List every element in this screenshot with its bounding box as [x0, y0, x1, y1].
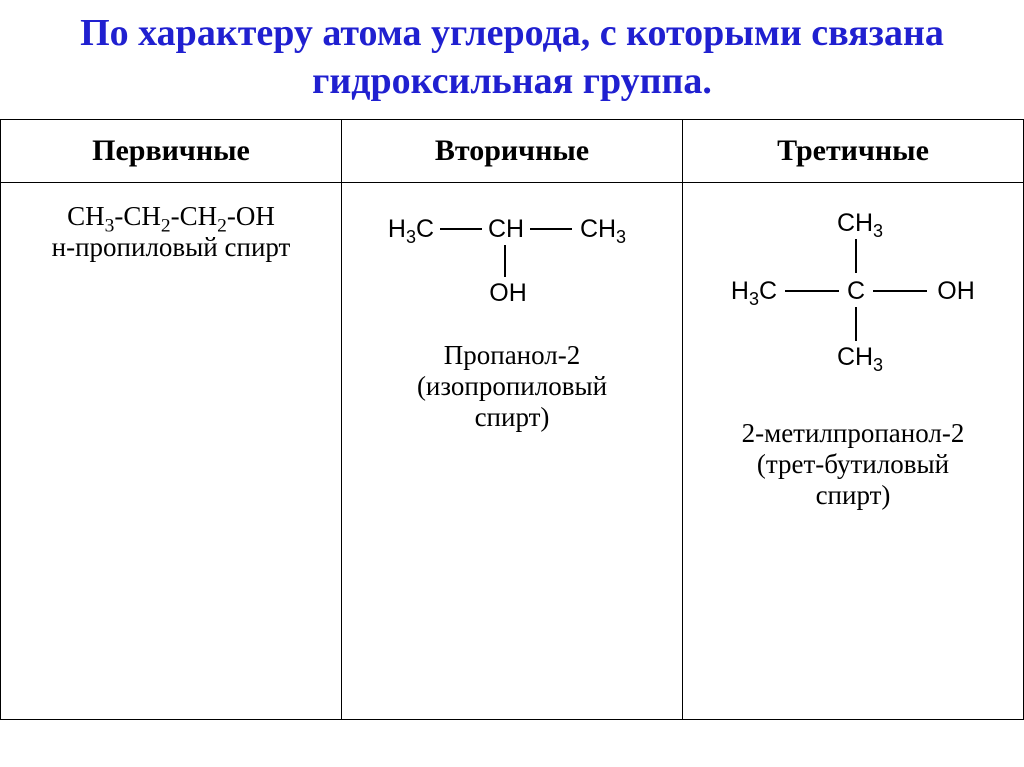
- secondary-caption: Пропанол-2 (изопропиловый спирт): [348, 340, 676, 433]
- bond-left: [440, 228, 482, 230]
- page-title: По характеру атома углерода, с которыми …: [0, 0, 1024, 119]
- atom-left: H3C: [725, 277, 783, 306]
- classification-table: Первичные Вторичные Третичные CH3-CH2-CH…: [0, 119, 1024, 720]
- cell-tertiary: CH3 H3C C OH CH3 2-метилпропанол-2 (трет…: [683, 183, 1024, 720]
- col-header-primary: Первичные: [1, 120, 342, 183]
- bond-down: [504, 245, 506, 277]
- atom-bottom: CH3: [831, 343, 889, 372]
- table-body-row: CH3-CH2-CH2-OH н-пропиловый спирт H3C CH…: [1, 183, 1024, 720]
- col-header-tertiary: Третичные: [683, 120, 1024, 183]
- tertiary-caption: 2-метилпропанол-2 (трет-бутиловый спирт): [689, 418, 1017, 511]
- primary-formula: CH3-CH2-CH2-OH: [7, 201, 335, 232]
- cell-secondary: H3C CH CH3 OH Пропанол-2 (изопропиловый …: [342, 183, 683, 720]
- tertiary-caption-l1: 2-метилпропанол-2: [689, 418, 1017, 449]
- atom-right: CH3: [574, 215, 632, 244]
- bond-top: [855, 239, 857, 273]
- atom-oh: OH: [486, 279, 530, 308]
- tertiary-caption-l2: (трет-бутиловый: [689, 449, 1017, 480]
- bond-right: [530, 228, 572, 230]
- atom-left: H3C: [382, 215, 440, 244]
- tertiary-structure: CH3 H3C C OH CH3: [713, 209, 993, 397]
- atom-top: CH3: [831, 209, 889, 238]
- atom-center: CH: [484, 215, 528, 244]
- primary-caption: н-пропиловый спирт: [7, 232, 335, 263]
- tertiary-caption-l3: спирт): [689, 480, 1017, 511]
- atom-oh: OH: [931, 277, 981, 306]
- secondary-caption-l2: (изопропиловый: [348, 371, 676, 402]
- secondary-caption-l3: спирт): [348, 402, 676, 433]
- secondary-structure: H3C CH CH3 OH: [382, 209, 642, 319]
- col-header-secondary: Вторичные: [342, 120, 683, 183]
- secondary-caption-l1: Пропанол-2: [348, 340, 676, 371]
- bond-left: [785, 290, 839, 292]
- cell-primary: CH3-CH2-CH2-OH н-пропиловый спирт: [1, 183, 342, 720]
- bond-right: [873, 290, 927, 292]
- atom-center: C: [843, 277, 869, 306]
- bond-bottom: [855, 307, 857, 341]
- table-header-row: Первичные Вторичные Третичные: [1, 120, 1024, 183]
